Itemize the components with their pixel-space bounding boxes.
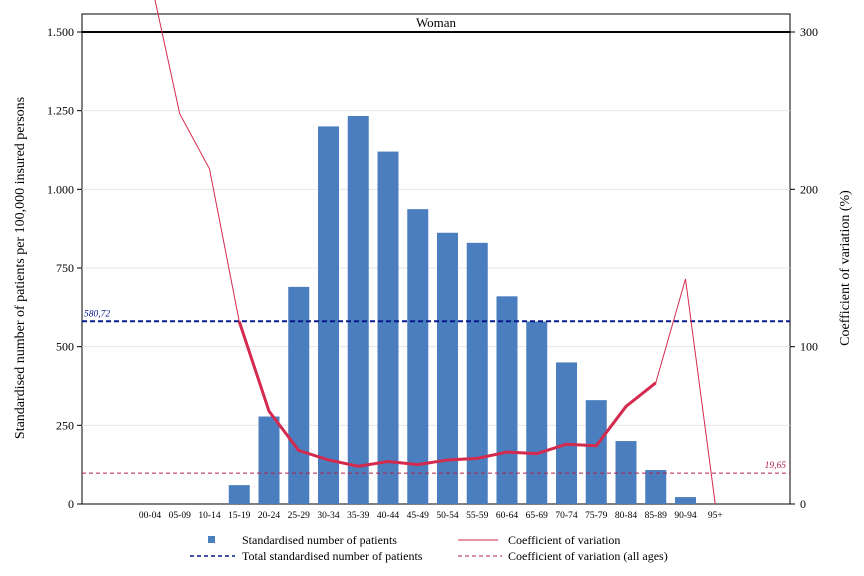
- y-right-title: Coefficient of variation (%): [838, 190, 853, 346]
- cv-line-full: [154, 0, 716, 505]
- x-axis: 00-04 05-09 10-14 15-19 20-24 25-29 30-34 35-39…: [139, 511, 723, 521]
- x-tick-label: 20-24: [258, 511, 280, 521]
- y-left-tick-label: 0: [68, 497, 74, 511]
- y-left-tick-label: 250: [56, 418, 74, 432]
- x-tick-label: 15-19: [228, 511, 250, 521]
- grid: [82, 110, 790, 426]
- bar: [318, 126, 339, 505]
- y-left-tick-label: 1.250: [47, 104, 74, 118]
- bar: [496, 296, 518, 504]
- panel-title: Woman: [416, 15, 457, 30]
- bar: [347, 116, 369, 505]
- x-tick-label: 90-94: [674, 511, 696, 521]
- legend-marker-bars: [208, 536, 215, 543]
- y-left-tick-label: 500: [56, 340, 74, 354]
- legend: Standardised number of patients Coeffici…: [190, 533, 668, 563]
- x-tick-label: 00-04: [139, 511, 161, 521]
- y-left-tick-label: 750: [56, 261, 74, 275]
- x-tick-label: 40-44: [377, 511, 399, 521]
- plot-frame: [81, 13, 791, 505]
- legend-label-cv-all: Coefficient of variation (all ages): [508, 549, 668, 563]
- y-left-axis: 0 250 500 750 1.000 1.250 1.500: [47, 25, 82, 511]
- bar: [645, 470, 667, 504]
- bars: [228, 116, 696, 505]
- y-right-axis: 0 100 200 300: [790, 25, 818, 511]
- bar: [228, 485, 250, 504]
- cv-line: [154, 0, 716, 505]
- x-tick-label: 85-89: [645, 511, 667, 521]
- legend-label-cv: Coefficient of variation: [508, 533, 620, 547]
- x-tick-label: 55-59: [466, 511, 488, 521]
- bar: [585, 400, 607, 504]
- y-right-tick-label: 200: [800, 182, 818, 196]
- x-tick-label: 80-84: [615, 511, 637, 521]
- bar: [437, 232, 458, 505]
- x-tick-label: 10-14: [198, 511, 220, 521]
- x-tick-label: 35-39: [347, 511, 369, 521]
- y-left-title: Standardised number of patients per 100,…: [13, 97, 28, 439]
- y-right-tick-label: 100: [800, 340, 818, 354]
- x-tick-label: 50-54: [436, 511, 458, 521]
- reference-lines: 580,72 19,65: [82, 309, 790, 474]
- ref-label-cv-all: 19,65: [765, 461, 787, 471]
- y-right-tick-label: 300: [800, 25, 818, 39]
- x-tick-label: 95+: [708, 511, 723, 521]
- y-left-tick-label: 1.500: [47, 25, 74, 39]
- x-tick-label: 25-29: [288, 511, 310, 521]
- bar: [288, 286, 310, 504]
- legend-label-total: Total standardised number of patients: [242, 549, 423, 563]
- x-tick-label: 30-34: [317, 511, 339, 521]
- x-tick-label: 05-09: [169, 511, 191, 521]
- x-tick-label: 75-79: [585, 511, 607, 521]
- bar: [466, 242, 488, 504]
- y-right-tick-label: 0: [800, 497, 806, 511]
- bar: [407, 209, 429, 504]
- x-tick-label: 70-74: [555, 511, 577, 521]
- legend-label-bars: Standardised number of patients: [242, 533, 397, 547]
- bar: [675, 497, 696, 504]
- bar: [258, 416, 280, 504]
- bar: [556, 362, 577, 504]
- ref-label-total: 580,72: [84, 309, 110, 319]
- x-tick-label: 45-49: [407, 511, 429, 521]
- cv-line-highlight: [237, 321, 657, 468]
- x-tick-label: 60-64: [496, 511, 518, 521]
- bar: [377, 151, 399, 504]
- bar: [526, 321, 548, 504]
- x-tick-label: 65-69: [526, 511, 548, 521]
- y-left-tick-label: 1.000: [47, 182, 74, 196]
- bar: [615, 441, 637, 504]
